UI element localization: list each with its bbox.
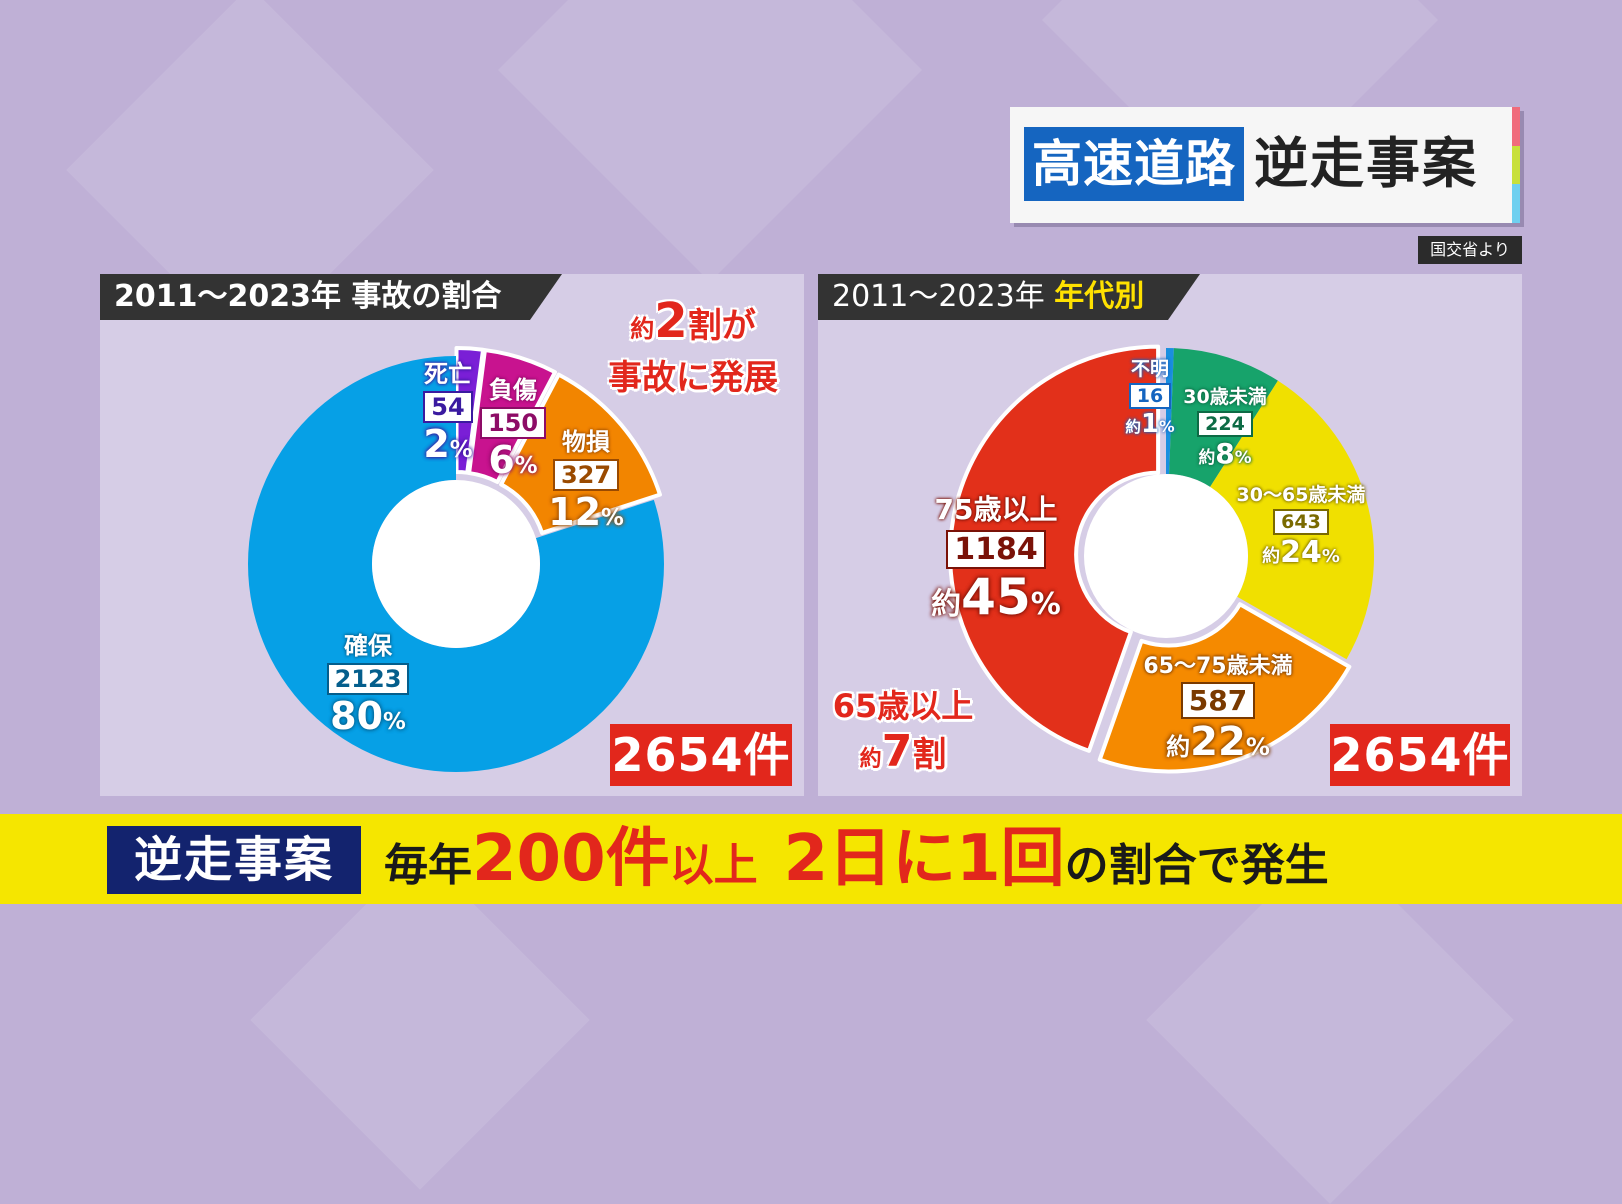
slice-label-unknown: 不明 16 約1%: [1125, 358, 1175, 439]
slice-label-75plus: 75歳以上 1184 約45%: [931, 493, 1061, 626]
slice-label-under30: 30歳未満 224 約8%: [1183, 386, 1267, 470]
source-label: 国交省より: [1418, 236, 1522, 264]
title-highlight: 高速道路: [1024, 127, 1244, 201]
background-shape: [497, 0, 923, 283]
slice-label-65-75: 65～75歳未満 587 約22%: [1143, 654, 1293, 765]
panel-title: 2011～2023年 事故の割合: [100, 274, 562, 320]
total-count: 2654件: [610, 724, 792, 786]
chart-title-prefix: 2011～2023年: [832, 279, 1045, 314]
chart-title-highlight: 年代別: [1054, 279, 1145, 314]
title-stripes: [1512, 107, 1520, 223]
slice-label-property: 物損 327 12%: [548, 428, 624, 534]
chart-title: 2011～2023年 事故の割合: [114, 279, 502, 314]
panel-accident-ratio: 2011～2023年 事故の割合 約2割が 事故に発展 死亡 54 2% 負傷 …: [100, 274, 804, 796]
accident-callout: 約2割が 事故に発展: [608, 293, 778, 398]
slice-label-death: 死亡 54 2%: [423, 360, 473, 466]
total-count: 2654件: [1330, 724, 1510, 786]
title-main: 逆走事案: [1254, 132, 1478, 195]
panel-by-age: 2011～2023年 年代別 不明 16 約1% 30歳未満 224 約8% 3…: [818, 274, 1522, 796]
panel-title: 2011～2023年 年代別: [818, 274, 1200, 320]
headline-tag: 逆走事案: [107, 826, 361, 894]
age-callout: 65歳以上 約7割: [832, 687, 974, 777]
headline-banner: 逆走事案 毎年200件以上 2日に1回の割合で発生: [0, 814, 1622, 904]
donut-hole: [1084, 474, 1248, 638]
donut-hole: [372, 480, 540, 648]
slice-4: [948, 344, 1161, 753]
slice-label-30-65: 30～65歳未満 643 約24%: [1236, 484, 1366, 570]
slice-0: [1166, 348, 1174, 475]
slice-label-injury: 負傷 150 6%: [478, 370, 548, 481]
slice-label-secured: 確保 2123 80%: [318, 626, 418, 737]
headline-text: 毎年200件以上 2日に1回の割合で発生: [384, 822, 1329, 896]
title-box: 高速道路 逆走事案: [1010, 107, 1520, 223]
